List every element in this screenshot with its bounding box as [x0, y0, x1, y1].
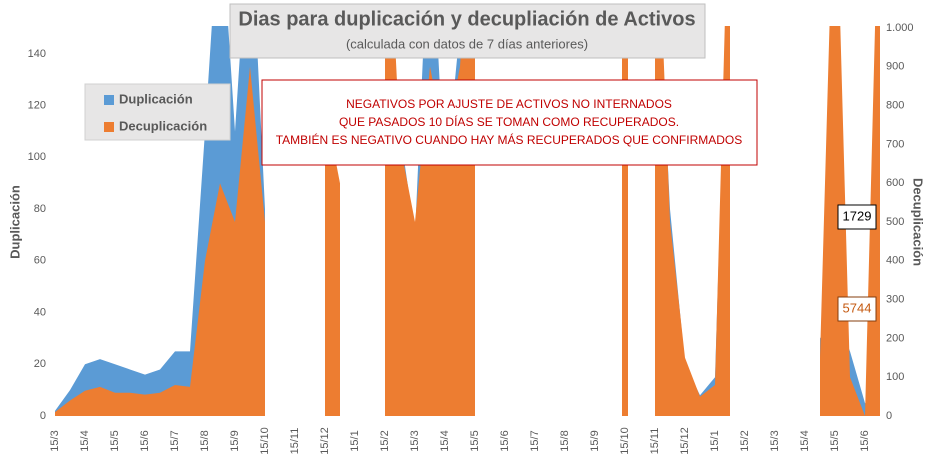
callout: 5744: [843, 300, 872, 315]
y-axis-label: Duplicación: [7, 185, 22, 259]
annotation-box: [261, 79, 758, 166]
x-tick-label: 15/10: [619, 427, 631, 455]
x-tick-label: 15/4: [439, 430, 451, 451]
annotation: TAMBIÉN ES NEGATIVO CUANDO HAY MÁS RECUP…: [276, 132, 743, 147]
x-tick-label: 15/6: [139, 430, 151, 451]
legend-label: Decuplicación: [119, 118, 207, 133]
callout-box: [837, 204, 877, 230]
area: [655, 26, 730, 416]
y2-tick-label: 400: [886, 255, 904, 267]
x-tick-label: 15/6: [499, 430, 511, 451]
area-segment: [622, 26, 628, 416]
x-tick-label: 15/1: [349, 430, 361, 451]
annotation: QUE PASADOS 10 DÍAS SE TOMAN COMO RECUPE…: [339, 114, 679, 129]
y2-tick-label: 300: [886, 294, 904, 306]
y-tick-label: 140: [28, 48, 46, 60]
y-tick-label: 100: [28, 151, 46, 163]
y2-tick-label: 800: [886, 100, 904, 112]
title-box: [229, 3, 706, 59]
area: [55, 66, 265, 417]
y2-tick-label: 700: [886, 138, 904, 150]
callout-box: [837, 296, 877, 322]
y2-tick-label: 200: [886, 332, 904, 344]
legend-swatch: [104, 95, 114, 105]
x-tick-label: 15/1: [709, 430, 721, 451]
x-tick-label: 15/4: [799, 430, 811, 451]
x-tick-label: 15/8: [199, 430, 211, 451]
y2-tick-label: 600: [886, 177, 904, 189]
y2-axis-label: Decuplicación: [911, 178, 926, 266]
x-tick-label: 15/9: [229, 430, 241, 451]
y-tick-label: 120: [28, 100, 46, 112]
legend-swatch: [104, 122, 114, 132]
x-tick-label: 15/6: [859, 430, 871, 451]
x-tick-label: 15/3: [49, 430, 61, 451]
x-tick-label: 15/11: [289, 428, 301, 455]
x-tick-label: 15/4: [79, 430, 91, 451]
x-tick-label: 15/9: [589, 430, 601, 451]
x-tick-label: 15/12: [679, 427, 691, 455]
y2-tick-label: 100: [886, 371, 904, 383]
chart-title: Dias para duplicación y decupliación de …: [238, 8, 695, 30]
area: [820, 26, 880, 416]
y-tick-label: 40: [34, 306, 46, 318]
y2-tick-label: 900: [886, 61, 904, 73]
annotation: NEGATIVOS POR AJUSTE DE ACTIVOS NO INTER…: [346, 97, 672, 111]
area: [325, 105, 340, 416]
x-tick-label: 15/5: [829, 430, 841, 451]
chart-subtitle: (calculada con datos de 7 días anteriore…: [346, 36, 588, 51]
x-tick-label: 15/2: [379, 430, 391, 451]
y2-tick-label: 1.000: [886, 22, 914, 34]
y-tick-label: 20: [34, 358, 46, 370]
x-tick-label: 15/12: [319, 427, 331, 455]
y-tick-label: 80: [34, 203, 46, 215]
x-tick-label: 15/3: [409, 430, 421, 451]
x-tick-label: 15/7: [529, 430, 541, 451]
x-tick-label: 15/3: [769, 430, 781, 451]
y2-tick-label: 500: [886, 216, 904, 228]
x-tick-label: 15/7: [169, 430, 181, 451]
x-tick-label: 15/10: [259, 427, 271, 455]
x-tick-label: 15/5: [469, 430, 481, 451]
callout: 1729: [843, 208, 872, 223]
legend-label: Duplicación: [119, 91, 193, 106]
y-tick-label: 0: [40, 410, 46, 422]
x-tick-label: 15/8: [559, 430, 571, 451]
x-tick-label: 15/11: [649, 428, 661, 455]
x-tick-label: 15/2: [739, 430, 751, 451]
y-tick-label: 60: [34, 255, 46, 267]
x-tick-label: 15/5: [109, 430, 121, 451]
y2-tick-label: 0: [886, 410, 892, 422]
